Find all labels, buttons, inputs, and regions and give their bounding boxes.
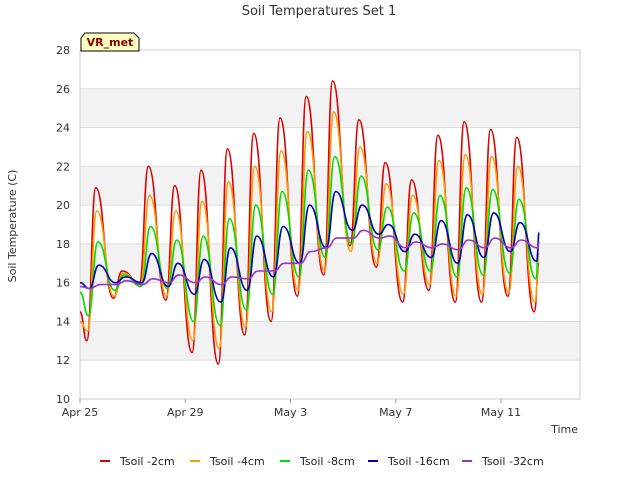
background-band <box>80 321 580 361</box>
x-tick-label: May 11 <box>481 406 521 419</box>
data-series <box>79 80 540 365</box>
series-line-tsoil-16cm <box>79 190 540 303</box>
station-badge-shape <box>80 32 140 52</box>
y-tick-label: 12 <box>56 354 70 367</box>
y-tick-label: 28 <box>56 44 70 57</box>
plot-area <box>79 49 581 400</box>
x-tick-label: May 3 <box>274 406 307 419</box>
chart-title: Soil Temperatures Set 1 <box>242 4 397 19</box>
y-tick-label: 14 <box>56 315 70 328</box>
station-badge: VR_met <box>80 32 140 52</box>
y-tick-label: 26 <box>56 83 70 96</box>
series-line-tsoil-32cm <box>79 229 540 290</box>
legend-label: Tsoil -2cm <box>119 455 175 468</box>
background-band <box>80 243 580 283</box>
y-tick-label: 22 <box>56 160 70 173</box>
legend-label: Tsoil -32cm <box>481 455 544 468</box>
series-line-tsoil-4cm <box>79 111 540 350</box>
x-axis-title: Time <box>550 423 578 436</box>
legend: Tsoil -2cm Tsoil -4cm Tsoil -8cm Tsoil -16c… <box>100 455 544 468</box>
x-tick-label: Apr 25 <box>62 406 99 419</box>
y-tick-label: 10 <box>56 393 70 406</box>
y-axis-ticks: 10 12 14 16 18 20 22 24 26 28 <box>56 44 70 406</box>
y-axis-title: Soil Temperature (C) <box>6 170 19 283</box>
series-line-tsoil-2cm <box>79 80 540 365</box>
legend-label: Tsoil -4cm <box>209 455 265 468</box>
x-axis-ticks: Apr 25 Apr 29 May 3 May 7 May 11 <box>62 399 521 419</box>
y-tick-label: 16 <box>56 277 70 290</box>
legend-label: Tsoil -8cm <box>299 455 355 468</box>
x-tick-label: Apr 29 <box>167 406 204 419</box>
y-tick-label: 18 <box>56 238 70 251</box>
y-tick-label: 24 <box>56 122 70 135</box>
legend-label: Tsoil -16cm <box>387 455 450 468</box>
station-badge-label: VR_met <box>87 36 134 49</box>
x-tick-label: May 7 <box>379 406 412 419</box>
y-tick-label: 20 <box>56 199 70 212</box>
